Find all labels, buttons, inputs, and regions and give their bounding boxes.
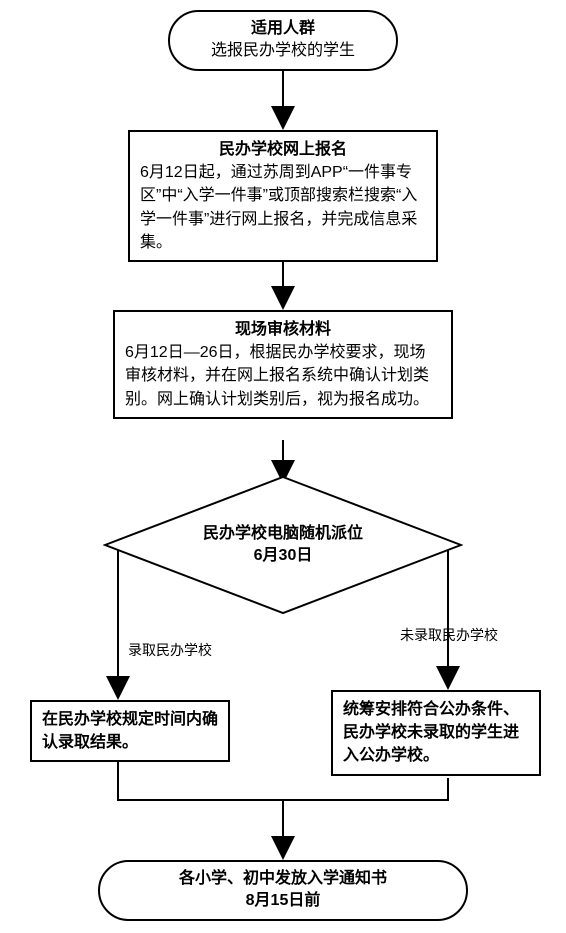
edge-label-left: 录取民办学校: [128, 640, 212, 660]
step2-body: 6月12日—26日，根据民办学校要求，现场审核材料，并在网上报名系统中确认计划类…: [125, 341, 441, 411]
step1-title: 民办学校网上报名: [140, 138, 426, 161]
flowchart-canvas: { "type": "flowchart", "background_color…: [0, 0, 566, 933]
decision-line2: 6月30日: [103, 545, 463, 567]
node-left: 在民办学校规定时间内确认录取结果。: [30, 700, 230, 762]
step2-title: 现场审核材料: [125, 318, 441, 341]
node-end: 各小学、初中发放入学通知书 8月15日前: [98, 860, 468, 921]
node-step2: 现场审核材料 6月12日—26日，根据民办学校要求，现场审核材料，并在网上报名系…: [113, 310, 453, 419]
edge-label-right: 未录取民办学校: [400, 625, 498, 645]
end-body: 各小学、初中发放入学通知书 8月15日前: [120, 868, 446, 913]
start-title: 适用人群: [190, 18, 376, 40]
node-decision: 民办学校电脑随机派位 6月30日: [103, 475, 463, 615]
start-body: 选报民办学校的学生: [190, 40, 376, 62]
node-start: 适用人群 选报民办学校的学生: [168, 10, 398, 71]
right-body: 统筹安排符合公办条件、民办学校未录取的学生进入公办学校。: [343, 698, 529, 768]
left-body: 在民办学校规定时间内确认录取结果。: [42, 708, 218, 754]
decision-line1: 民办学校电脑随机派位: [103, 523, 463, 545]
node-right: 统筹安排符合公办条件、民办学校未录取的学生进入公办学校。: [331, 690, 541, 776]
node-step1: 民办学校网上报名 6月12日起，通过苏周到APP“一件事专区”中“入学一件事”或…: [128, 130, 438, 262]
step1-body: 6月12日起，通过苏周到APP“一件事专区”中“入学一件事”或顶部搜索栏搜索“入…: [140, 161, 426, 254]
